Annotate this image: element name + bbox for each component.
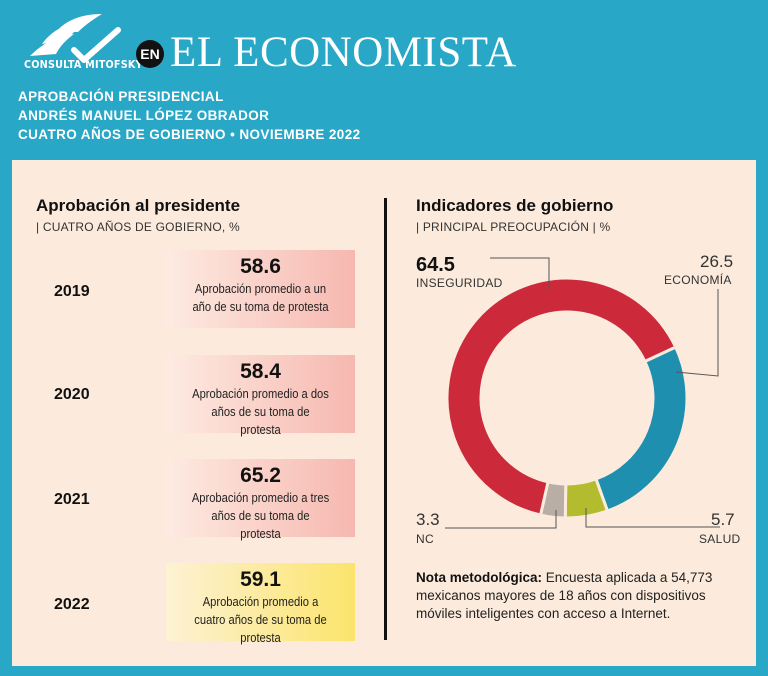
- year-label: 2019: [54, 283, 90, 300]
- header-line-2: ANDRÉS MANUEL LÓPEZ OBRADOR: [18, 108, 270, 123]
- slice-inseguridad: [445, 276, 678, 517]
- approval-value: 58.4: [240, 360, 281, 383]
- en-badge: EN: [136, 40, 164, 68]
- label-value-inseguridad: 64.5: [416, 254, 455, 276]
- label-cat-salud: SALUD: [699, 532, 741, 546]
- leader-line-nc: [445, 510, 557, 529]
- logo-text: CONSULTA MITOFSKY: [24, 58, 143, 71]
- approval-desc: Aprobación promedio a dos años de su tom…: [192, 386, 329, 437]
- header-line-1: APROBACIÓN PRESIDENCIAL: [18, 89, 224, 104]
- approval-card: 58.6 Aprobación promedio a un año de su …: [166, 250, 355, 328]
- approval-subtitle: | CUATRO AÑOS DE GOBIERNO, %: [36, 220, 240, 234]
- label-cat-nc: NC: [416, 532, 434, 546]
- note-heading: Nota metodológica:: [416, 570, 543, 585]
- leader-line-economia: [675, 289, 719, 377]
- approval-card: 59.1 Aprobación promedio a cuatro años d…: [166, 563, 355, 645]
- section-divider: [384, 198, 387, 640]
- methodology-note: Nota metodológica: Encuesta aplicada a 5…: [416, 569, 746, 623]
- indicators-title: Indicadores de gobierno: [416, 196, 614, 215]
- approval-value: 65.2: [240, 464, 281, 487]
- approval-desc: Aprobación promedio a cuatro años de su …: [194, 594, 327, 645]
- year-label: 2021: [54, 491, 90, 508]
- label-value-economia: 26.5: [700, 252, 734, 271]
- approval-card: 65.2 Aprobación promedio a tres años de …: [166, 459, 355, 541]
- slice-nc: [538, 480, 568, 520]
- leader-line-salud: [585, 508, 720, 528]
- year-label: 2022: [54, 596, 90, 613]
- label-cat-inseguridad: INSEGURIDAD: [416, 276, 503, 290]
- slice-economia: [594, 345, 689, 513]
- header-line-3: CUATRO AÑOS DE GOBIERNO • NOVIEMBRE 2022: [18, 127, 361, 142]
- mitofsky-logo-icon: [30, 14, 121, 63]
- approval-card: 58.4 Aprobación promedio a dos años de s…: [166, 355, 355, 437]
- approval-desc: Aprobación promedio a tres años de su to…: [191, 490, 330, 541]
- approval-value: 59.1: [240, 568, 281, 591]
- header: CONSULTA MITOFSKY EN EL ECONOMISTA APROB…: [0, 0, 768, 158]
- approval-value: 58.6: [240, 255, 281, 278]
- label-cat-economia: ECONOMÍA: [664, 273, 732, 287]
- year-label: 2020: [54, 386, 90, 403]
- label-value-salud: 5.7: [711, 510, 735, 529]
- indicators-subtitle: | PRINCIPAL PREOCUPACIÓN | %: [416, 220, 611, 234]
- note-text: Encuesta aplicada a 54,773 mexicanos may…: [416, 570, 713, 621]
- approval-title: Aprobación al presidente: [36, 196, 241, 215]
- brand-title: EL ECONOMISTA: [170, 29, 517, 76]
- approval-desc: Aprobación promedio a un año de su toma …: [192, 281, 329, 314]
- label-value-nc: 3.3: [416, 510, 440, 529]
- leader-line-inseguridad: [490, 257, 550, 290]
